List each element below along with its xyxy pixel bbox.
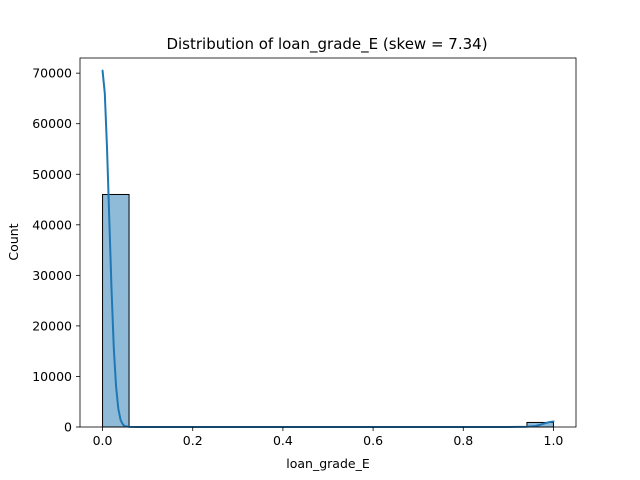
- chart-title: Distribution of loan_grade_E (skew = 7.3…: [166, 35, 487, 54]
- y-tick-label: 40000: [32, 217, 72, 232]
- y-tick-label: 0: [64, 420, 72, 435]
- x-tick-label: 1.0: [544, 433, 564, 448]
- plot-frame: [79, 57, 577, 428]
- y-tick-label: 50000: [32, 167, 72, 182]
- y-tick-label: 30000: [32, 268, 72, 283]
- x-axis-label: loan_grade_E: [286, 456, 370, 471]
- kde-layer: [101, 69, 555, 428]
- y-tick-label: 60000: [32, 116, 72, 131]
- bars-layer: [102, 193, 554, 428]
- y-axis-label: Count: [6, 223, 21, 260]
- y-tick-label: 10000: [32, 369, 72, 384]
- y-tick-label: 70000: [32, 66, 72, 81]
- y-axis-ticks: 0 10000 20000 30000 40000 50000 60000 70000: [32, 66, 80, 435]
- y-tick-label: 20000: [32, 318, 72, 333]
- x-tick-label: 0.0: [93, 433, 113, 448]
- kde-line: [101, 69, 555, 428]
- x-tick-label: 0.8: [453, 433, 473, 448]
- x-axis-ticks: 0.0 0.2 0.4 0.6 0.8 1.0: [93, 427, 564, 448]
- x-tick-label: 0.2: [183, 433, 203, 448]
- x-tick-label: 0.4: [273, 433, 293, 448]
- x-tick-label: 0.6: [363, 433, 383, 448]
